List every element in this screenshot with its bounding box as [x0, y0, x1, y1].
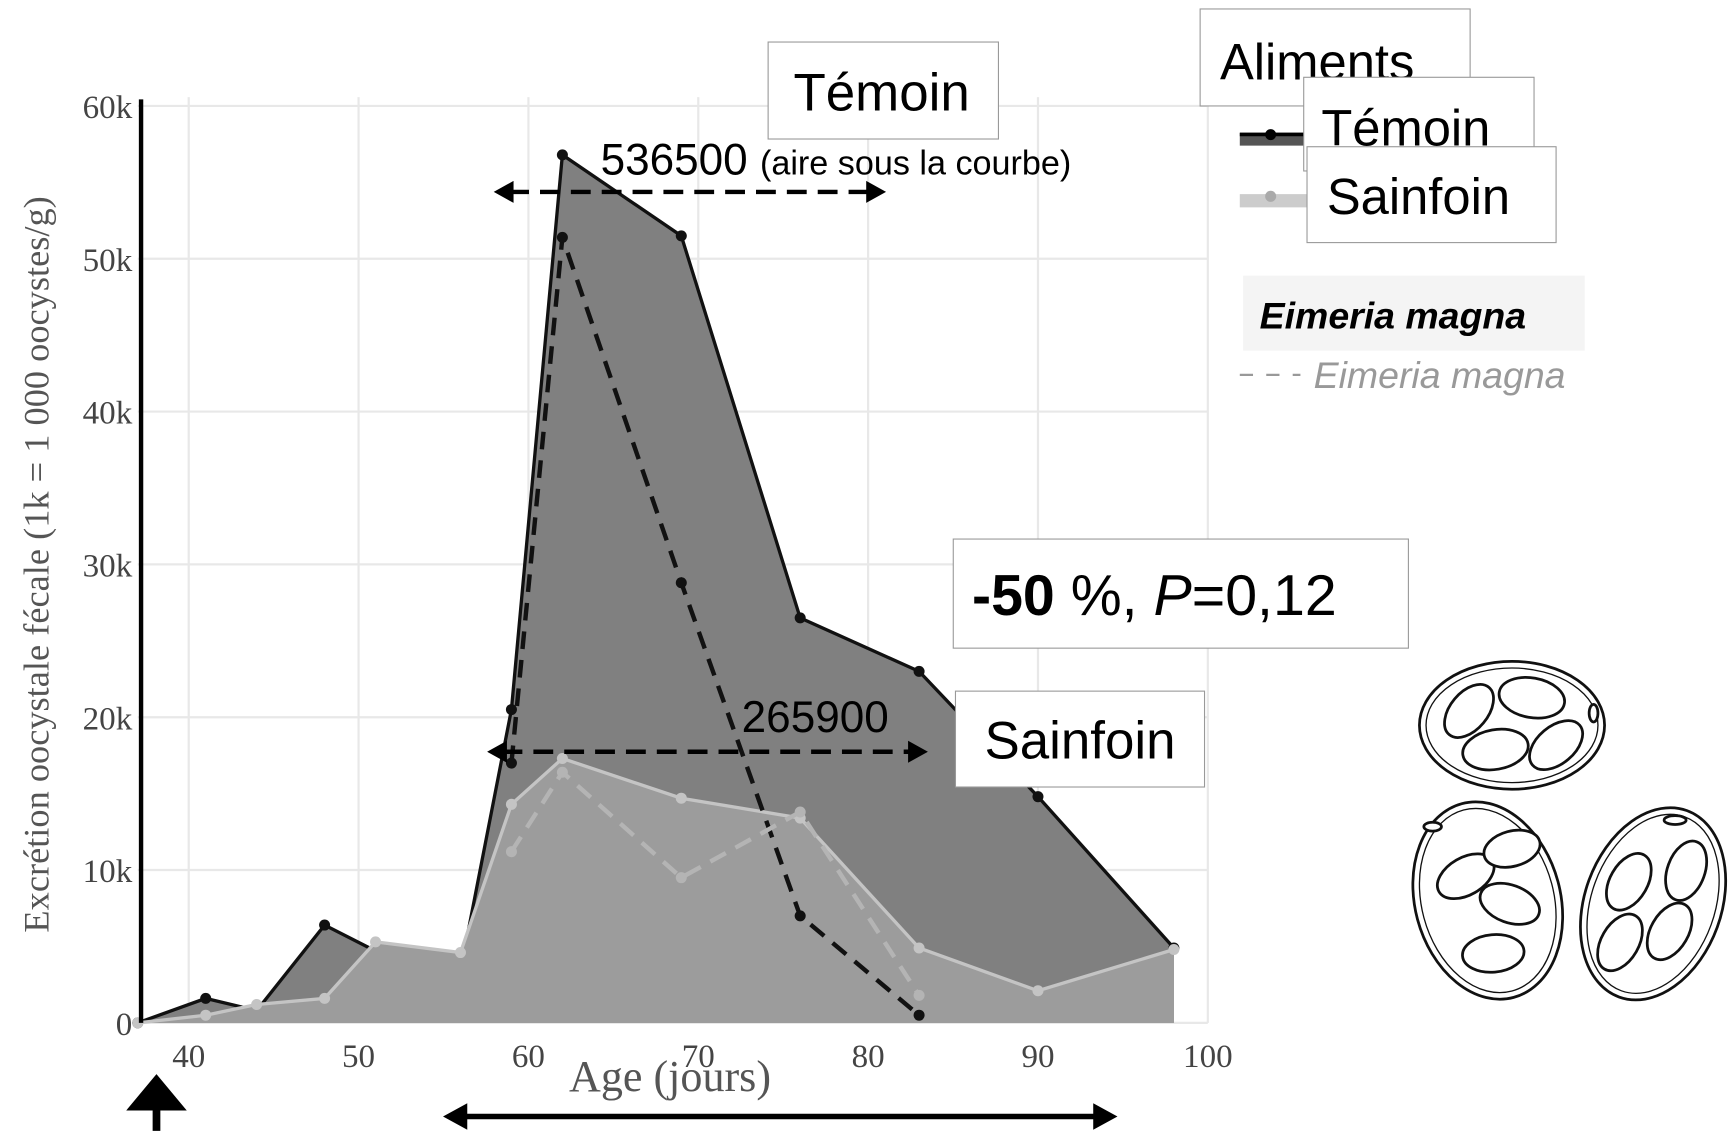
- point: [454, 947, 466, 959]
- y-tick-label: 10k: [83, 854, 133, 890]
- x-axis-label: Age (jours): [569, 1052, 771, 1101]
- x-tick-label: 90: [1021, 1039, 1054, 1075]
- annotation: 536500 (aire sous la courbe): [601, 135, 1072, 184]
- stat: =0,12: [1192, 564, 1337, 628]
- oocyst-illustration: [1411, 660, 1728, 1002]
- point: [556, 149, 568, 161]
- point: [200, 1009, 212, 1021]
- point: [251, 998, 263, 1011]
- legend-label: Eimeria magna: [1314, 354, 1566, 396]
- stat: -50: [972, 564, 1055, 628]
- legend-swatch: [1265, 129, 1277, 141]
- legend-swatch: [1265, 190, 1277, 202]
- y-tick-label: 20k: [83, 701, 133, 737]
- point: [319, 919, 331, 931]
- point: [675, 872, 687, 884]
- point: [505, 757, 517, 769]
- point: [913, 665, 925, 677]
- y-tick-label: 0: [116, 1007, 133, 1043]
- x-tick-label: 100: [1183, 1039, 1233, 1075]
- x-tick-label: 80: [852, 1039, 885, 1075]
- point: [675, 792, 687, 804]
- point: [1032, 791, 1044, 803]
- x-tick-label: 40: [172, 1039, 205, 1075]
- point: [319, 992, 331, 1004]
- point: [505, 846, 517, 858]
- point: [675, 577, 687, 589]
- annotation: (aire sous la courbe): [760, 144, 1071, 182]
- point: [913, 942, 925, 954]
- y-tick-label: 30k: [83, 549, 133, 585]
- annotation-box: [954, 690, 1206, 788]
- plot: [132, 149, 1180, 1029]
- point: [1168, 943, 1180, 956]
- x-tick-label: 70: [682, 1039, 715, 1075]
- double-arrow: [487, 180, 928, 763]
- point: [200, 992, 212, 1004]
- point: [556, 766, 568, 778]
- annotation: Témoin: [793, 63, 969, 122]
- double-arrow: [443, 1103, 1118, 1130]
- point: [505, 798, 517, 810]
- x-tick-label: 50: [342, 1039, 375, 1075]
- stat: P: [1154, 564, 1192, 628]
- legend-box: [1306, 146, 1557, 244]
- legend-box: [1243, 275, 1585, 351]
- annotation: 265900: [742, 693, 889, 742]
- y-tick-label: 40k: [83, 396, 133, 432]
- point: [556, 752, 568, 764]
- point: [794, 910, 806, 922]
- stat: -50 %, P=0,12: [972, 564, 1337, 628]
- point: [794, 612, 806, 624]
- point: [675, 230, 687, 242]
- x-tick-label: 60: [512, 1039, 545, 1075]
- area: [137, 758, 1174, 1023]
- stat-box: [952, 538, 1409, 649]
- y-tick-label: 50k: [83, 243, 133, 279]
- area: [137, 154, 1174, 1023]
- point: [370, 936, 382, 948]
- annotation-box: [767, 41, 999, 140]
- arrow: [126, 1074, 187, 1131]
- line: [509, 768, 921, 997]
- annotation: 536500: [601, 135, 748, 184]
- legend-label: Sainfoin: [1327, 168, 1510, 225]
- y-tick-label: 60k: [83, 90, 133, 126]
- y-axis-label: Excrétion oocystale fécale (1k = 1 000 o…: [16, 196, 56, 932]
- legend-label: Eimeria magna: [1260, 295, 1526, 337]
- point: [556, 231, 568, 243]
- point: [913, 1009, 925, 1021]
- point: [794, 806, 806, 818]
- annotation: Sainfoin: [984, 711, 1175, 770]
- point: [913, 989, 925, 1001]
- point: [505, 704, 517, 716]
- stat: %,: [1055, 564, 1154, 628]
- point: [1032, 985, 1044, 997]
